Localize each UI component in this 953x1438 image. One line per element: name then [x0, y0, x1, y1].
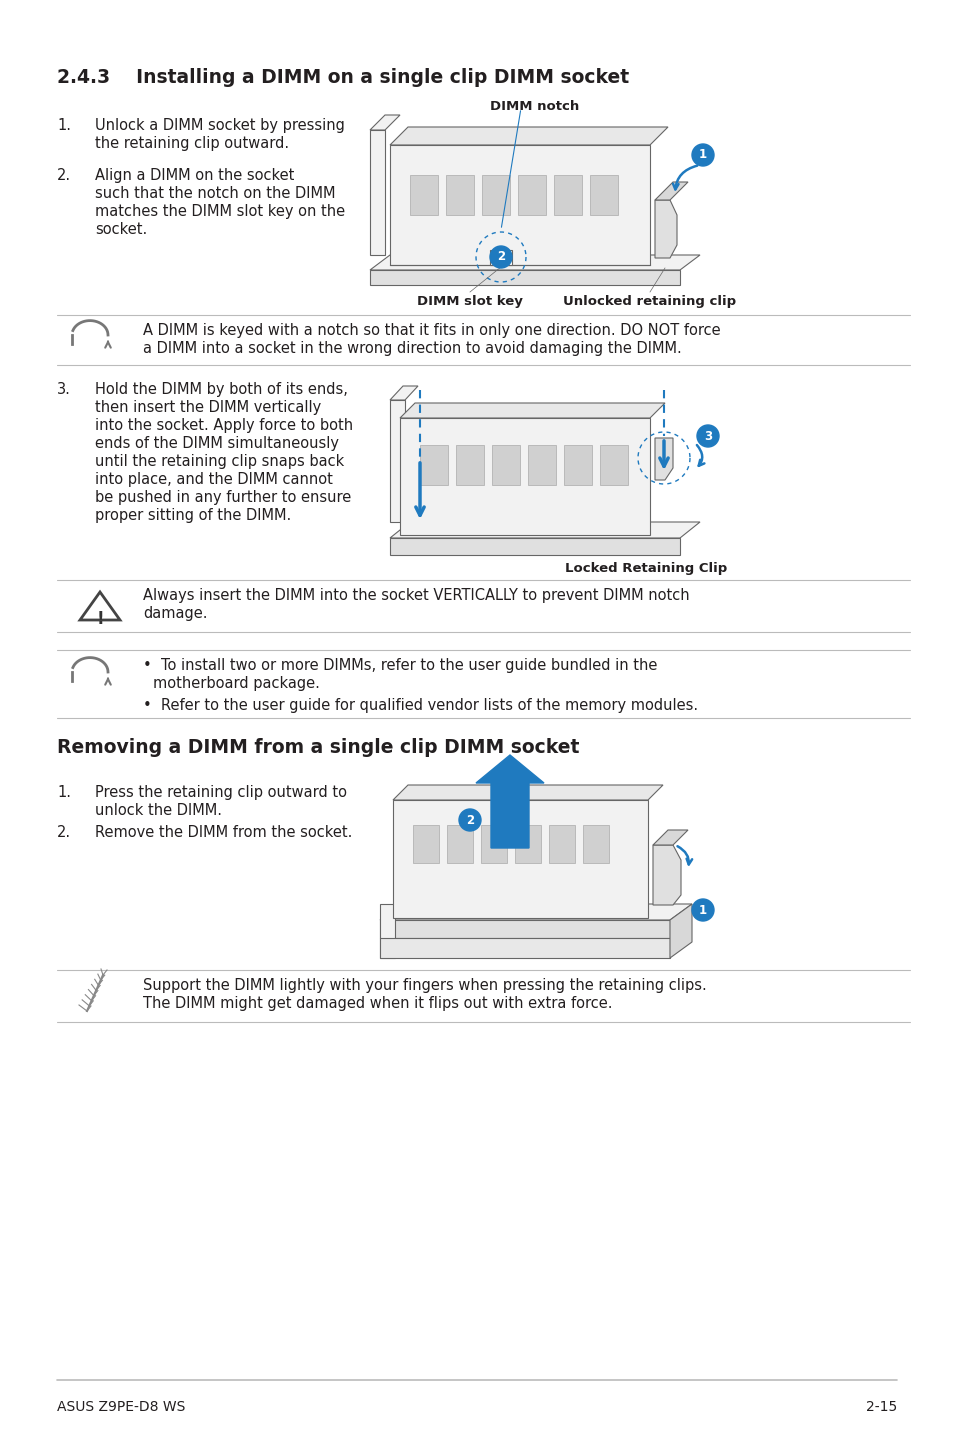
Polygon shape: [390, 522, 700, 538]
Polygon shape: [80, 592, 120, 620]
Text: •  Refer to the user guide for qualified vendor lists of the memory modules.: • Refer to the user guide for qualified …: [143, 697, 698, 713]
FancyBboxPatch shape: [517, 175, 545, 216]
FancyBboxPatch shape: [582, 825, 608, 863]
Polygon shape: [390, 385, 417, 400]
Polygon shape: [390, 400, 405, 522]
Text: 1: 1: [699, 148, 706, 161]
Text: into the socket. Apply force to both: into the socket. Apply force to both: [95, 418, 353, 433]
Polygon shape: [655, 183, 687, 200]
Text: proper sitting of the DIMM.: proper sitting of the DIMM.: [95, 508, 291, 523]
Text: Always insert the DIMM into the socket VERTICALLY to prevent DIMM notch: Always insert the DIMM into the socket V…: [143, 588, 689, 603]
Text: into place, and the DIMM cannot: into place, and the DIMM cannot: [95, 472, 333, 487]
Polygon shape: [655, 439, 672, 480]
Text: motherboard package.: motherboard package.: [152, 676, 319, 692]
Text: 2.: 2.: [57, 825, 71, 840]
FancyBboxPatch shape: [492, 444, 519, 485]
Polygon shape: [390, 538, 679, 555]
Text: 1.: 1.: [57, 785, 71, 800]
Text: •  To install two or more DIMMs, refer to the user guide bundled in the: • To install two or more DIMMs, refer to…: [143, 659, 657, 673]
FancyBboxPatch shape: [480, 825, 506, 863]
Polygon shape: [399, 403, 664, 418]
Bar: [490, 250, 512, 265]
Text: Removing a DIMM from a single clip DIMM socket: Removing a DIMM from a single clip DIMM …: [57, 738, 578, 756]
Text: until the retaining clip snaps back: until the retaining clip snaps back: [95, 454, 344, 469]
Text: 1.: 1.: [57, 118, 71, 132]
Text: !: !: [96, 610, 104, 628]
Text: a DIMM into a socket in the wrong direction to avoid damaging the DIMM.: a DIMM into a socket in the wrong direct…: [143, 341, 681, 357]
Circle shape: [691, 899, 713, 920]
Polygon shape: [399, 418, 649, 535]
FancyBboxPatch shape: [527, 444, 556, 485]
FancyBboxPatch shape: [446, 175, 474, 216]
FancyBboxPatch shape: [413, 825, 438, 863]
FancyBboxPatch shape: [515, 825, 540, 863]
Text: ends of the DIMM simultaneously: ends of the DIMM simultaneously: [95, 436, 338, 452]
Polygon shape: [652, 846, 680, 905]
Text: then insert the DIMM vertically: then insert the DIMM vertically: [95, 400, 321, 416]
Text: 1: 1: [699, 903, 706, 916]
Circle shape: [697, 426, 719, 447]
Text: 3.: 3.: [57, 383, 71, 397]
Text: Support the DIMM lightly with your fingers when pressing the retaining clips.: Support the DIMM lightly with your finge…: [143, 978, 706, 994]
Text: A DIMM is keyed with a notch so that it fits in only one direction. DO NOT force: A DIMM is keyed with a notch so that it …: [143, 324, 720, 338]
Text: the retaining clip outward.: the retaining clip outward.: [95, 137, 289, 151]
Circle shape: [691, 144, 713, 165]
Text: 2.4.3    Installing a DIMM on a single clip DIMM socket: 2.4.3 Installing a DIMM on a single clip…: [57, 68, 628, 88]
FancyBboxPatch shape: [447, 825, 473, 863]
Polygon shape: [370, 115, 399, 129]
Polygon shape: [379, 905, 395, 958]
Polygon shape: [390, 145, 649, 265]
Polygon shape: [393, 800, 647, 917]
Text: matches the DIMM slot key on the: matches the DIMM slot key on the: [95, 204, 345, 219]
Text: Hold the DIMM by both of its ends,: Hold the DIMM by both of its ends,: [95, 383, 348, 397]
Text: The DIMM might get damaged when it flips out with extra force.: The DIMM might get damaged when it flips…: [143, 997, 612, 1011]
FancyBboxPatch shape: [563, 444, 592, 485]
Text: unlock the DIMM.: unlock the DIMM.: [95, 802, 222, 818]
FancyBboxPatch shape: [419, 444, 448, 485]
Polygon shape: [370, 255, 700, 270]
FancyArrow shape: [476, 755, 543, 848]
Polygon shape: [652, 830, 687, 846]
FancyBboxPatch shape: [481, 175, 510, 216]
Text: DIMM notch: DIMM notch: [490, 101, 578, 114]
Text: socket.: socket.: [95, 221, 147, 237]
Text: 2: 2: [465, 814, 474, 827]
Text: 2.: 2.: [57, 168, 71, 183]
Text: 3: 3: [703, 430, 711, 443]
Text: DIMM slot key: DIMM slot key: [416, 295, 522, 308]
Text: 2: 2: [497, 250, 504, 263]
Polygon shape: [390, 127, 667, 145]
Polygon shape: [379, 938, 669, 958]
Text: such that the notch on the DIMM: such that the notch on the DIMM: [95, 186, 335, 201]
FancyBboxPatch shape: [548, 825, 575, 863]
Polygon shape: [379, 905, 691, 920]
Text: be pushed in any further to ensure: be pushed in any further to ensure: [95, 490, 351, 505]
FancyBboxPatch shape: [554, 175, 581, 216]
Text: Unlocked retaining clip: Unlocked retaining clip: [563, 295, 736, 308]
Text: Unlock a DIMM socket by pressing: Unlock a DIMM socket by pressing: [95, 118, 345, 132]
Text: ASUS Z9PE-D8 WS: ASUS Z9PE-D8 WS: [57, 1401, 185, 1414]
FancyBboxPatch shape: [589, 175, 618, 216]
Circle shape: [490, 246, 512, 267]
Polygon shape: [370, 129, 385, 255]
Text: Locked Retaining Clip: Locked Retaining Clip: [564, 562, 726, 575]
Polygon shape: [655, 200, 677, 257]
Text: Align a DIMM on the socket: Align a DIMM on the socket: [95, 168, 294, 183]
FancyBboxPatch shape: [410, 175, 437, 216]
FancyBboxPatch shape: [599, 444, 627, 485]
Polygon shape: [669, 905, 691, 958]
FancyBboxPatch shape: [456, 444, 483, 485]
Polygon shape: [393, 785, 662, 800]
Text: Remove the DIMM from the socket.: Remove the DIMM from the socket.: [95, 825, 352, 840]
Text: 2-15: 2-15: [864, 1401, 896, 1414]
Polygon shape: [379, 920, 669, 938]
Text: damage.: damage.: [143, 605, 208, 621]
Text: Press the retaining clip outward to: Press the retaining clip outward to: [95, 785, 347, 800]
Polygon shape: [370, 270, 679, 285]
Circle shape: [458, 810, 480, 831]
